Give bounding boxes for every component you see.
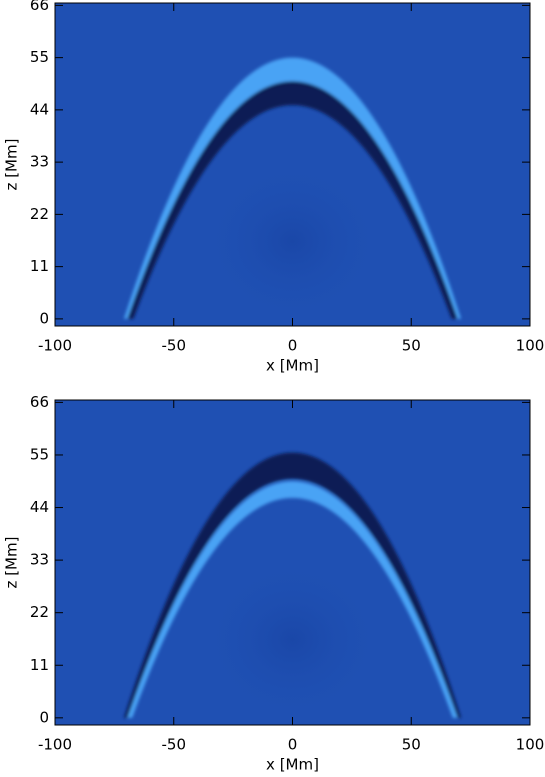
y-tick-label: 44 bbox=[30, 100, 49, 118]
arc-band bbox=[127, 481, 458, 718]
y-tick-label: 44 bbox=[30, 498, 49, 516]
x-tick-label: -50 bbox=[162, 736, 187, 754]
image-arcs bbox=[123, 57, 462, 319]
y-tick-label: 0 bbox=[39, 309, 49, 327]
arc-band bbox=[123, 452, 462, 718]
x-tick-label: 100 bbox=[516, 337, 545, 355]
y-tick-label: 22 bbox=[30, 603, 49, 621]
x-tick-label: 0 bbox=[288, 736, 298, 754]
x-tick-label: 100 bbox=[516, 736, 545, 754]
x-tick-label: 0 bbox=[288, 337, 298, 355]
y-tick-label: 55 bbox=[30, 445, 49, 463]
y-tick-label: 11 bbox=[30, 656, 49, 674]
arc-band bbox=[123, 57, 462, 319]
y-tick-label: 55 bbox=[30, 48, 49, 66]
image-shading bbox=[202, 551, 383, 712]
y-tick-label: 0 bbox=[39, 708, 49, 726]
y-tick-label: 33 bbox=[30, 551, 49, 569]
x-tick-label: 50 bbox=[402, 337, 421, 355]
image-shading bbox=[202, 153, 383, 314]
y-axis-label: z [Mm] bbox=[3, 139, 21, 191]
image-arcs bbox=[123, 452, 462, 718]
x-tick-label: -50 bbox=[162, 337, 187, 355]
x-axis-label: x [Mm] bbox=[266, 357, 319, 375]
y-tick-label: 66 bbox=[30, 0, 49, 14]
y-tick-label: 66 bbox=[30, 393, 49, 411]
x-tick-label: 50 bbox=[402, 736, 421, 754]
x-tick-label: -100 bbox=[38, 736, 72, 754]
y-tick-label: 22 bbox=[30, 205, 49, 223]
y-tick-label: 11 bbox=[30, 257, 49, 275]
y-tick-label: 33 bbox=[30, 153, 49, 171]
x-tick-label: -100 bbox=[38, 337, 72, 355]
x-axis-label: x [Mm] bbox=[266, 756, 319, 774]
y-axis-label: z [Mm] bbox=[3, 537, 21, 589]
arc-band bbox=[127, 81, 458, 319]
